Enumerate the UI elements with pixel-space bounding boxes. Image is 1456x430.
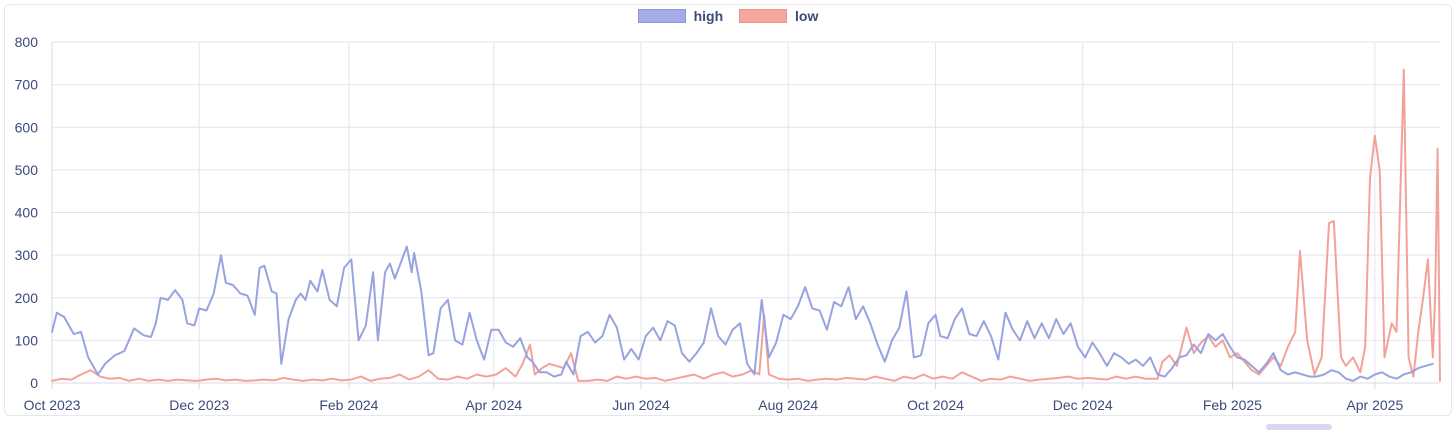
x-tick-label: Oct 2024 bbox=[907, 397, 964, 413]
chart-card bbox=[4, 4, 1452, 416]
x-tick-label: Dec 2024 bbox=[1053, 397, 1113, 413]
x-tick-label: Feb 2025 bbox=[1203, 397, 1262, 413]
legend-swatch-high bbox=[637, 9, 686, 23]
legend-item-low[interactable]: low bbox=[739, 8, 818, 24]
x-tick-label: Apr 2024 bbox=[465, 397, 522, 413]
y-tick-label: 200 bbox=[15, 290, 39, 306]
y-tick-label: 300 bbox=[15, 247, 39, 263]
legend-label-low: low bbox=[795, 8, 819, 24]
x-tick-label: Jun 2024 bbox=[612, 397, 670, 413]
series-line-low bbox=[51, 68, 1441, 382]
y-tick-label: 700 bbox=[15, 77, 39, 93]
y-tick-label: 400 bbox=[15, 205, 39, 221]
y-tick-label: 600 bbox=[15, 119, 39, 135]
x-tick-label: Oct 2023 bbox=[24, 397, 81, 413]
y-tick-label: 500 bbox=[15, 162, 39, 178]
y-tick-label: 100 bbox=[15, 332, 39, 348]
x-tick-label: Feb 2024 bbox=[319, 397, 378, 413]
legend-item-high[interactable]: high bbox=[637, 8, 724, 24]
legend-swatch-low bbox=[739, 9, 788, 23]
series-line-high bbox=[51, 245, 1434, 382]
y-tick-label: 800 bbox=[15, 34, 39, 50]
x-tick-label: Apr 2025 bbox=[1346, 397, 1403, 413]
chart-legend: high low bbox=[0, 8, 1456, 26]
legend-label-high: high bbox=[693, 8, 724, 24]
x-tick-label: Aug 2024 bbox=[758, 397, 818, 413]
x-tick-label: Dec 2023 bbox=[169, 397, 229, 413]
y-tick-label: 0 bbox=[30, 375, 38, 391]
scroll-indicator[interactable] bbox=[1266, 424, 1332, 430]
